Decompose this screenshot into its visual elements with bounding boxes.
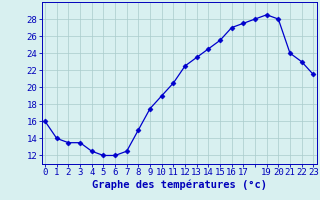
X-axis label: Graphe des températures (°c): Graphe des températures (°c)	[92, 180, 267, 190]
